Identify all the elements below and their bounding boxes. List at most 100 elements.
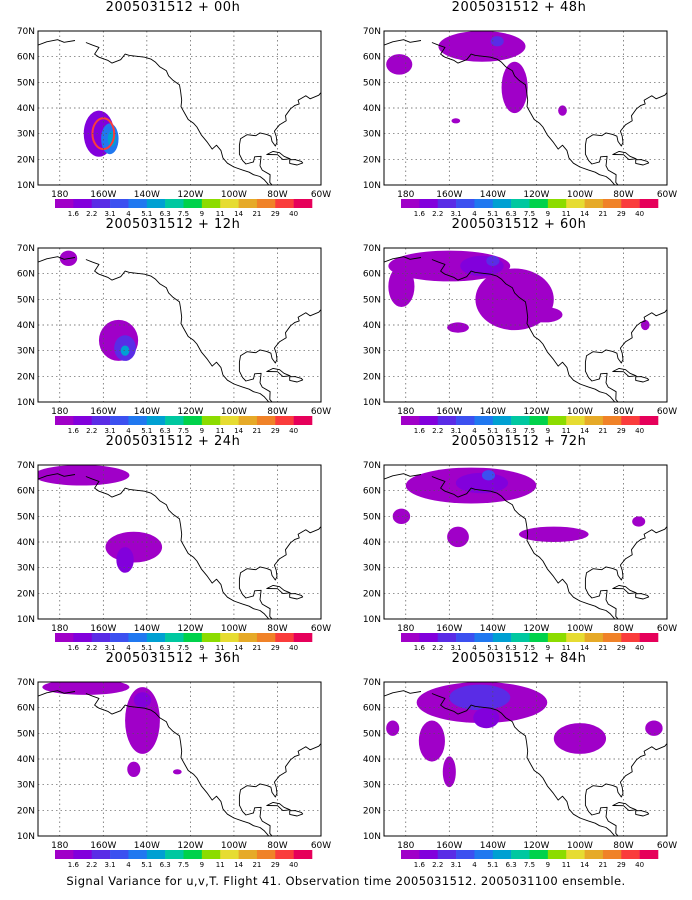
- colorbar-swatch: [165, 633, 184, 642]
- coastline: [238, 92, 321, 185]
- colorbar-swatch: [602, 633, 622, 642]
- longitude-label: 180: [51, 190, 68, 200]
- colorbar-label: 29: [617, 210, 626, 218]
- variance-contour: [442, 756, 456, 788]
- colorbar-label: 21: [598, 427, 607, 435]
- figure-caption: Signal Variance for u,v,T. Flight 41. Ob…: [66, 874, 626, 888]
- variance-contour: [501, 61, 528, 114]
- map-svg: 70N 60N 50N 40N 30N 20N 10N 180 160W 140W 120W 100W…: [17, 678, 331, 869]
- variance-contour: [438, 31, 526, 62]
- map-panel-60h: 2005031512 + 60h 70N 60N 50N 40N 30N 20N 10N 18…: [346, 217, 692, 435]
- map-frame: [37, 247, 322, 403]
- colorbar-swatch: [55, 633, 74, 642]
- longitude-label: 100W: [221, 190, 247, 200]
- colorbar-swatch: [128, 850, 148, 859]
- latitude-label: 30N: [363, 347, 381, 357]
- colorbar-swatch: [110, 633, 129, 642]
- latitude-label: 60N: [17, 704, 35, 714]
- map-panel-00h: 2005031512 + 00h 70N 60N 50N 40N 30N 20N 10N 18…: [0, 0, 346, 218]
- colorbar-swatch: [55, 199, 74, 208]
- colorbar-label: 2.2: [432, 861, 443, 869]
- colorbar-label: 21: [252, 644, 261, 652]
- map-frame: [383, 247, 668, 403]
- map-svg: 70N 60N 50N 40N 30N 20N 10N 180 160W 140W 120W 100W…: [17, 244, 331, 435]
- colorbar-swatch: [456, 416, 475, 425]
- colorbar-label: 2.2: [432, 427, 443, 435]
- latitude-label: 70N: [363, 678, 381, 688]
- longitude-label: 180: [397, 190, 414, 200]
- colorbar-label: 7.5: [524, 644, 535, 652]
- colorbar-swatch: [437, 199, 457, 208]
- colorbar-swatch: [547, 199, 567, 208]
- colorbar-swatch: [437, 633, 457, 642]
- longitude-label: 140W: [134, 624, 160, 634]
- colorbar-swatch: [220, 416, 239, 425]
- variance-contour: [105, 531, 163, 563]
- longitude-label: 140W: [480, 624, 506, 634]
- colorbar-label: 14: [580, 861, 589, 869]
- map-svg: 70N 60N 50N 40N 30N 20N 10N 180 160W 140W 120W 100W…: [363, 244, 677, 435]
- colorbar-swatch: [201, 850, 221, 859]
- colorbar-label: 40: [635, 210, 644, 218]
- longitude-label: 60W: [657, 624, 677, 634]
- latitude-label: 10N: [363, 615, 381, 625]
- colorbar-label: 5.1: [141, 210, 152, 218]
- colorbar-label: 5.1: [141, 861, 152, 869]
- colorbar-swatch: [437, 416, 457, 425]
- colorbar-swatch: [275, 850, 294, 859]
- longitude-label: 120W: [523, 624, 549, 634]
- latitude-label: 50N: [363, 512, 381, 522]
- colorbar-swatch: [256, 850, 276, 859]
- variance-contour: [645, 720, 663, 736]
- colorbar-swatch: [293, 633, 313, 642]
- longitude-label: 60W: [657, 190, 677, 200]
- colorbar-label: 3.1: [105, 644, 116, 652]
- colorbar: 1.6 2.2 3.1 4 5.1 6.3 7.5 9 11 14 21 29 40: [401, 199, 659, 218]
- colorbar-swatch: [456, 199, 475, 208]
- colorbar-swatch: [474, 199, 494, 208]
- colorbar-label: 14: [234, 427, 243, 435]
- colorbar: 1.6 2.2 3.1 4 5.1 6.3 7.5 9 11 14 21 29 40: [401, 850, 659, 869]
- colorbar-swatch: [220, 850, 239, 859]
- coastline: [85, 259, 270, 402]
- colorbar-swatch: [529, 199, 549, 208]
- colorbar-label: 9: [200, 427, 204, 435]
- colorbar-label: 3.1: [451, 427, 462, 435]
- map-frame: [37, 681, 322, 837]
- colorbar-label: 3.1: [451, 210, 462, 218]
- longitude-label: 120W: [177, 407, 203, 417]
- colorbar-swatch: [474, 416, 494, 425]
- colorbar-label: 5.1: [141, 427, 152, 435]
- colorbar-label: 29: [271, 210, 280, 218]
- colorbar-label: 4: [126, 210, 131, 218]
- panel-title: 2005031512 + 36h: [105, 651, 241, 666]
- variance-contour: [386, 54, 413, 75]
- colorbar-label: 7.5: [524, 861, 535, 869]
- coastline: [584, 309, 667, 402]
- colorbar-swatch: [256, 199, 276, 208]
- colorbar-label: 5.1: [487, 210, 498, 218]
- colorbar-label: 5.1: [487, 427, 498, 435]
- colorbar-label: 29: [617, 644, 626, 652]
- coastline: [85, 42, 270, 185]
- colorbar-swatch: [110, 850, 129, 859]
- variance-contour: [455, 472, 509, 494]
- colorbar-label: 4: [126, 861, 131, 869]
- colorbar-swatch: [91, 633, 111, 642]
- longitude-label: 120W: [523, 407, 549, 417]
- longitude-label: 80W: [267, 624, 287, 634]
- colorbar-label: 40: [635, 644, 644, 652]
- colorbar-label: 1.6: [68, 861, 80, 869]
- map-plot-area: [384, 31, 667, 185]
- coastline: [289, 810, 304, 817]
- colorbar-label: 21: [252, 861, 261, 869]
- colorbar-label: 11: [562, 210, 571, 218]
- coastline: [612, 801, 637, 812]
- longitude-label: 100W: [221, 407, 247, 417]
- latitude-label: 40N: [363, 755, 381, 765]
- latitude-label: 50N: [17, 512, 35, 522]
- map-svg: 70N 60N 50N 40N 30N 20N 10N 180 160W 140W 120W 100W…: [363, 27, 677, 218]
- colorbar-swatch: [419, 199, 439, 208]
- coastline: [612, 584, 637, 595]
- colorbar-swatch: [419, 416, 439, 425]
